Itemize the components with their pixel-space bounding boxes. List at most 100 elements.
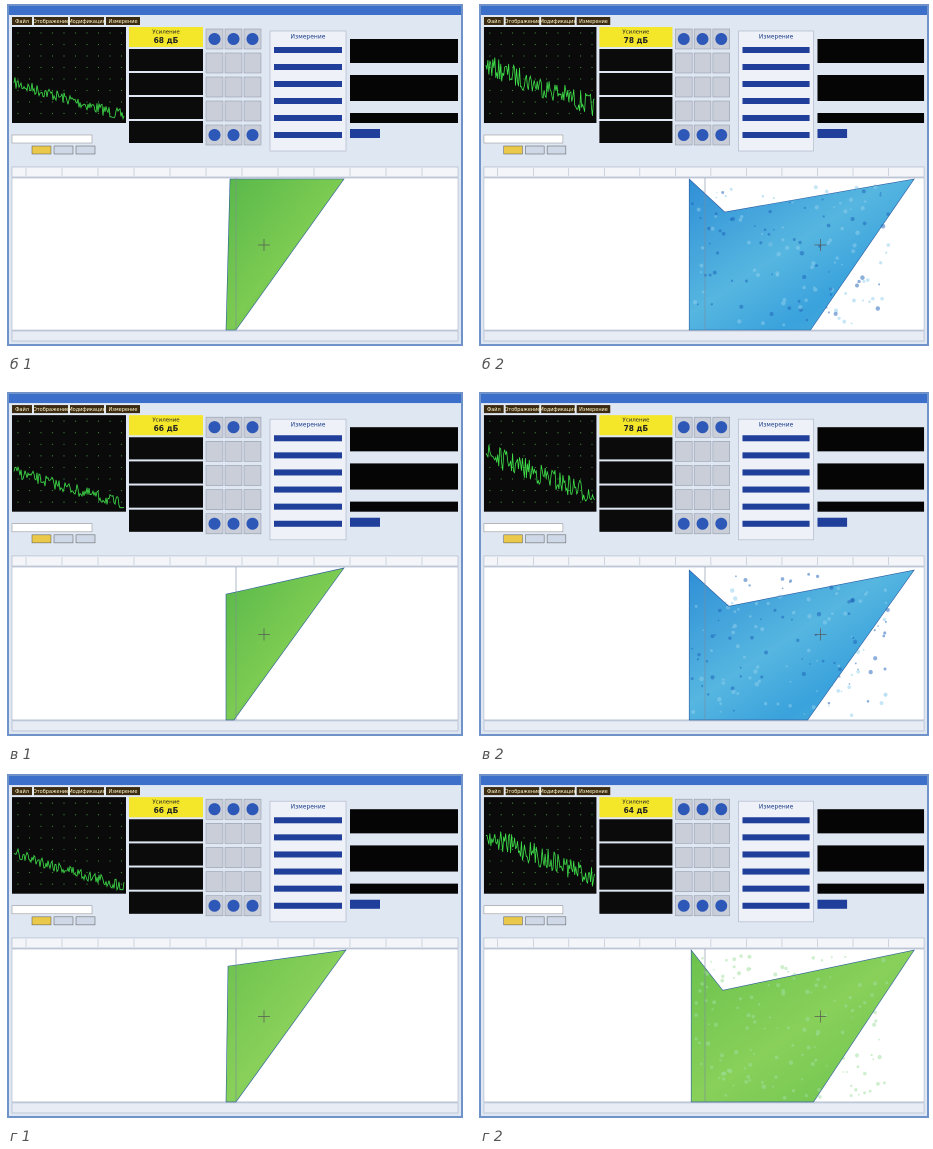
measure-bar xyxy=(274,115,342,121)
grid-dot xyxy=(557,490,558,491)
title-bar xyxy=(9,776,461,785)
grid-dot xyxy=(523,432,524,433)
grid-dot xyxy=(557,55,558,56)
grid-dot xyxy=(523,32,524,33)
reading-box xyxy=(129,510,203,532)
grid-dot xyxy=(512,444,513,445)
grid-dot xyxy=(489,78,490,79)
grid-dot xyxy=(109,860,110,861)
speckle xyxy=(702,629,704,631)
speckle xyxy=(841,264,843,266)
grid-dot xyxy=(86,444,87,445)
measure-bar xyxy=(742,47,809,53)
tab xyxy=(54,146,73,154)
speckle xyxy=(816,575,819,578)
ruler xyxy=(12,167,458,177)
speckle xyxy=(715,197,717,199)
grid-dot xyxy=(17,884,18,885)
speckle xyxy=(874,1019,877,1022)
grid-dot xyxy=(63,421,64,422)
tab xyxy=(547,917,566,925)
grid-dot xyxy=(40,44,41,45)
grid-dot xyxy=(591,849,592,850)
speckle xyxy=(710,1066,713,1069)
arrow-button xyxy=(228,421,240,433)
speckle xyxy=(788,704,791,708)
grid-dot xyxy=(52,44,53,45)
speckle xyxy=(793,977,796,980)
grid-dot xyxy=(512,55,513,56)
grid-dot xyxy=(121,432,122,433)
speckle xyxy=(710,649,713,652)
reading-box xyxy=(599,843,672,865)
grid-dot xyxy=(98,849,99,850)
speckle xyxy=(856,670,860,674)
button xyxy=(206,53,223,73)
speckle xyxy=(816,690,818,692)
speckle xyxy=(698,1041,701,1044)
dropdown xyxy=(12,135,92,143)
grid-dot xyxy=(63,467,64,468)
speckle xyxy=(863,222,867,226)
grid-dot xyxy=(512,872,513,873)
menu-label: Отображение xyxy=(33,19,69,25)
grid-dot xyxy=(63,803,64,804)
arrow-button xyxy=(209,518,221,530)
grid-dot xyxy=(546,826,547,827)
speckle xyxy=(731,602,734,605)
speckle xyxy=(781,238,784,241)
speckle xyxy=(745,279,748,282)
speckle xyxy=(878,283,880,285)
measure-bar xyxy=(274,817,342,823)
reading-box xyxy=(129,73,203,95)
grid-dot xyxy=(580,872,581,873)
grid-dot xyxy=(512,502,513,503)
speckle xyxy=(714,634,716,636)
grid-dot xyxy=(546,444,547,445)
speckle xyxy=(701,685,703,687)
grid-dot xyxy=(63,32,64,33)
grid-dot xyxy=(523,44,524,45)
speckle xyxy=(697,208,701,212)
grid-dot xyxy=(52,872,53,873)
grid-dot xyxy=(98,444,99,445)
speckle xyxy=(769,1016,771,1018)
speckle xyxy=(749,1079,752,1082)
tab xyxy=(525,917,544,925)
title-bar xyxy=(481,6,927,15)
speckle xyxy=(807,1046,811,1050)
grid-dot xyxy=(121,860,122,861)
measure-bar xyxy=(742,834,809,840)
grid-dot xyxy=(52,884,53,885)
button xyxy=(244,823,261,843)
speckle xyxy=(850,598,854,603)
speckle xyxy=(762,1084,766,1089)
speckle xyxy=(831,956,833,958)
measure-bar xyxy=(274,469,342,475)
grid-dot xyxy=(17,814,18,815)
grid-dot xyxy=(29,837,30,838)
grid-dot xyxy=(98,67,99,68)
grid-dot xyxy=(489,55,490,56)
field xyxy=(350,884,458,894)
reading-box xyxy=(129,868,203,890)
screenshot: ФайлОтображениеМодификацияИзмерениеУсиле… xyxy=(480,393,928,735)
grid-dot xyxy=(591,826,592,827)
title-bar xyxy=(9,6,461,15)
grid-dot xyxy=(557,44,558,45)
grid-dot xyxy=(489,44,490,45)
caption: б 2 xyxy=(482,357,504,373)
speckle xyxy=(834,312,838,316)
arrow-button xyxy=(715,129,727,141)
grid-dot xyxy=(591,860,592,861)
field xyxy=(817,845,924,871)
reading-box xyxy=(129,461,203,483)
speckle xyxy=(813,286,815,288)
grid-dot xyxy=(523,803,524,804)
speckle xyxy=(739,954,742,957)
grid-dot xyxy=(29,490,30,491)
speckle xyxy=(784,967,787,970)
grid-dot xyxy=(580,849,581,850)
grid-dot xyxy=(17,502,18,503)
grid-dot xyxy=(109,849,110,850)
